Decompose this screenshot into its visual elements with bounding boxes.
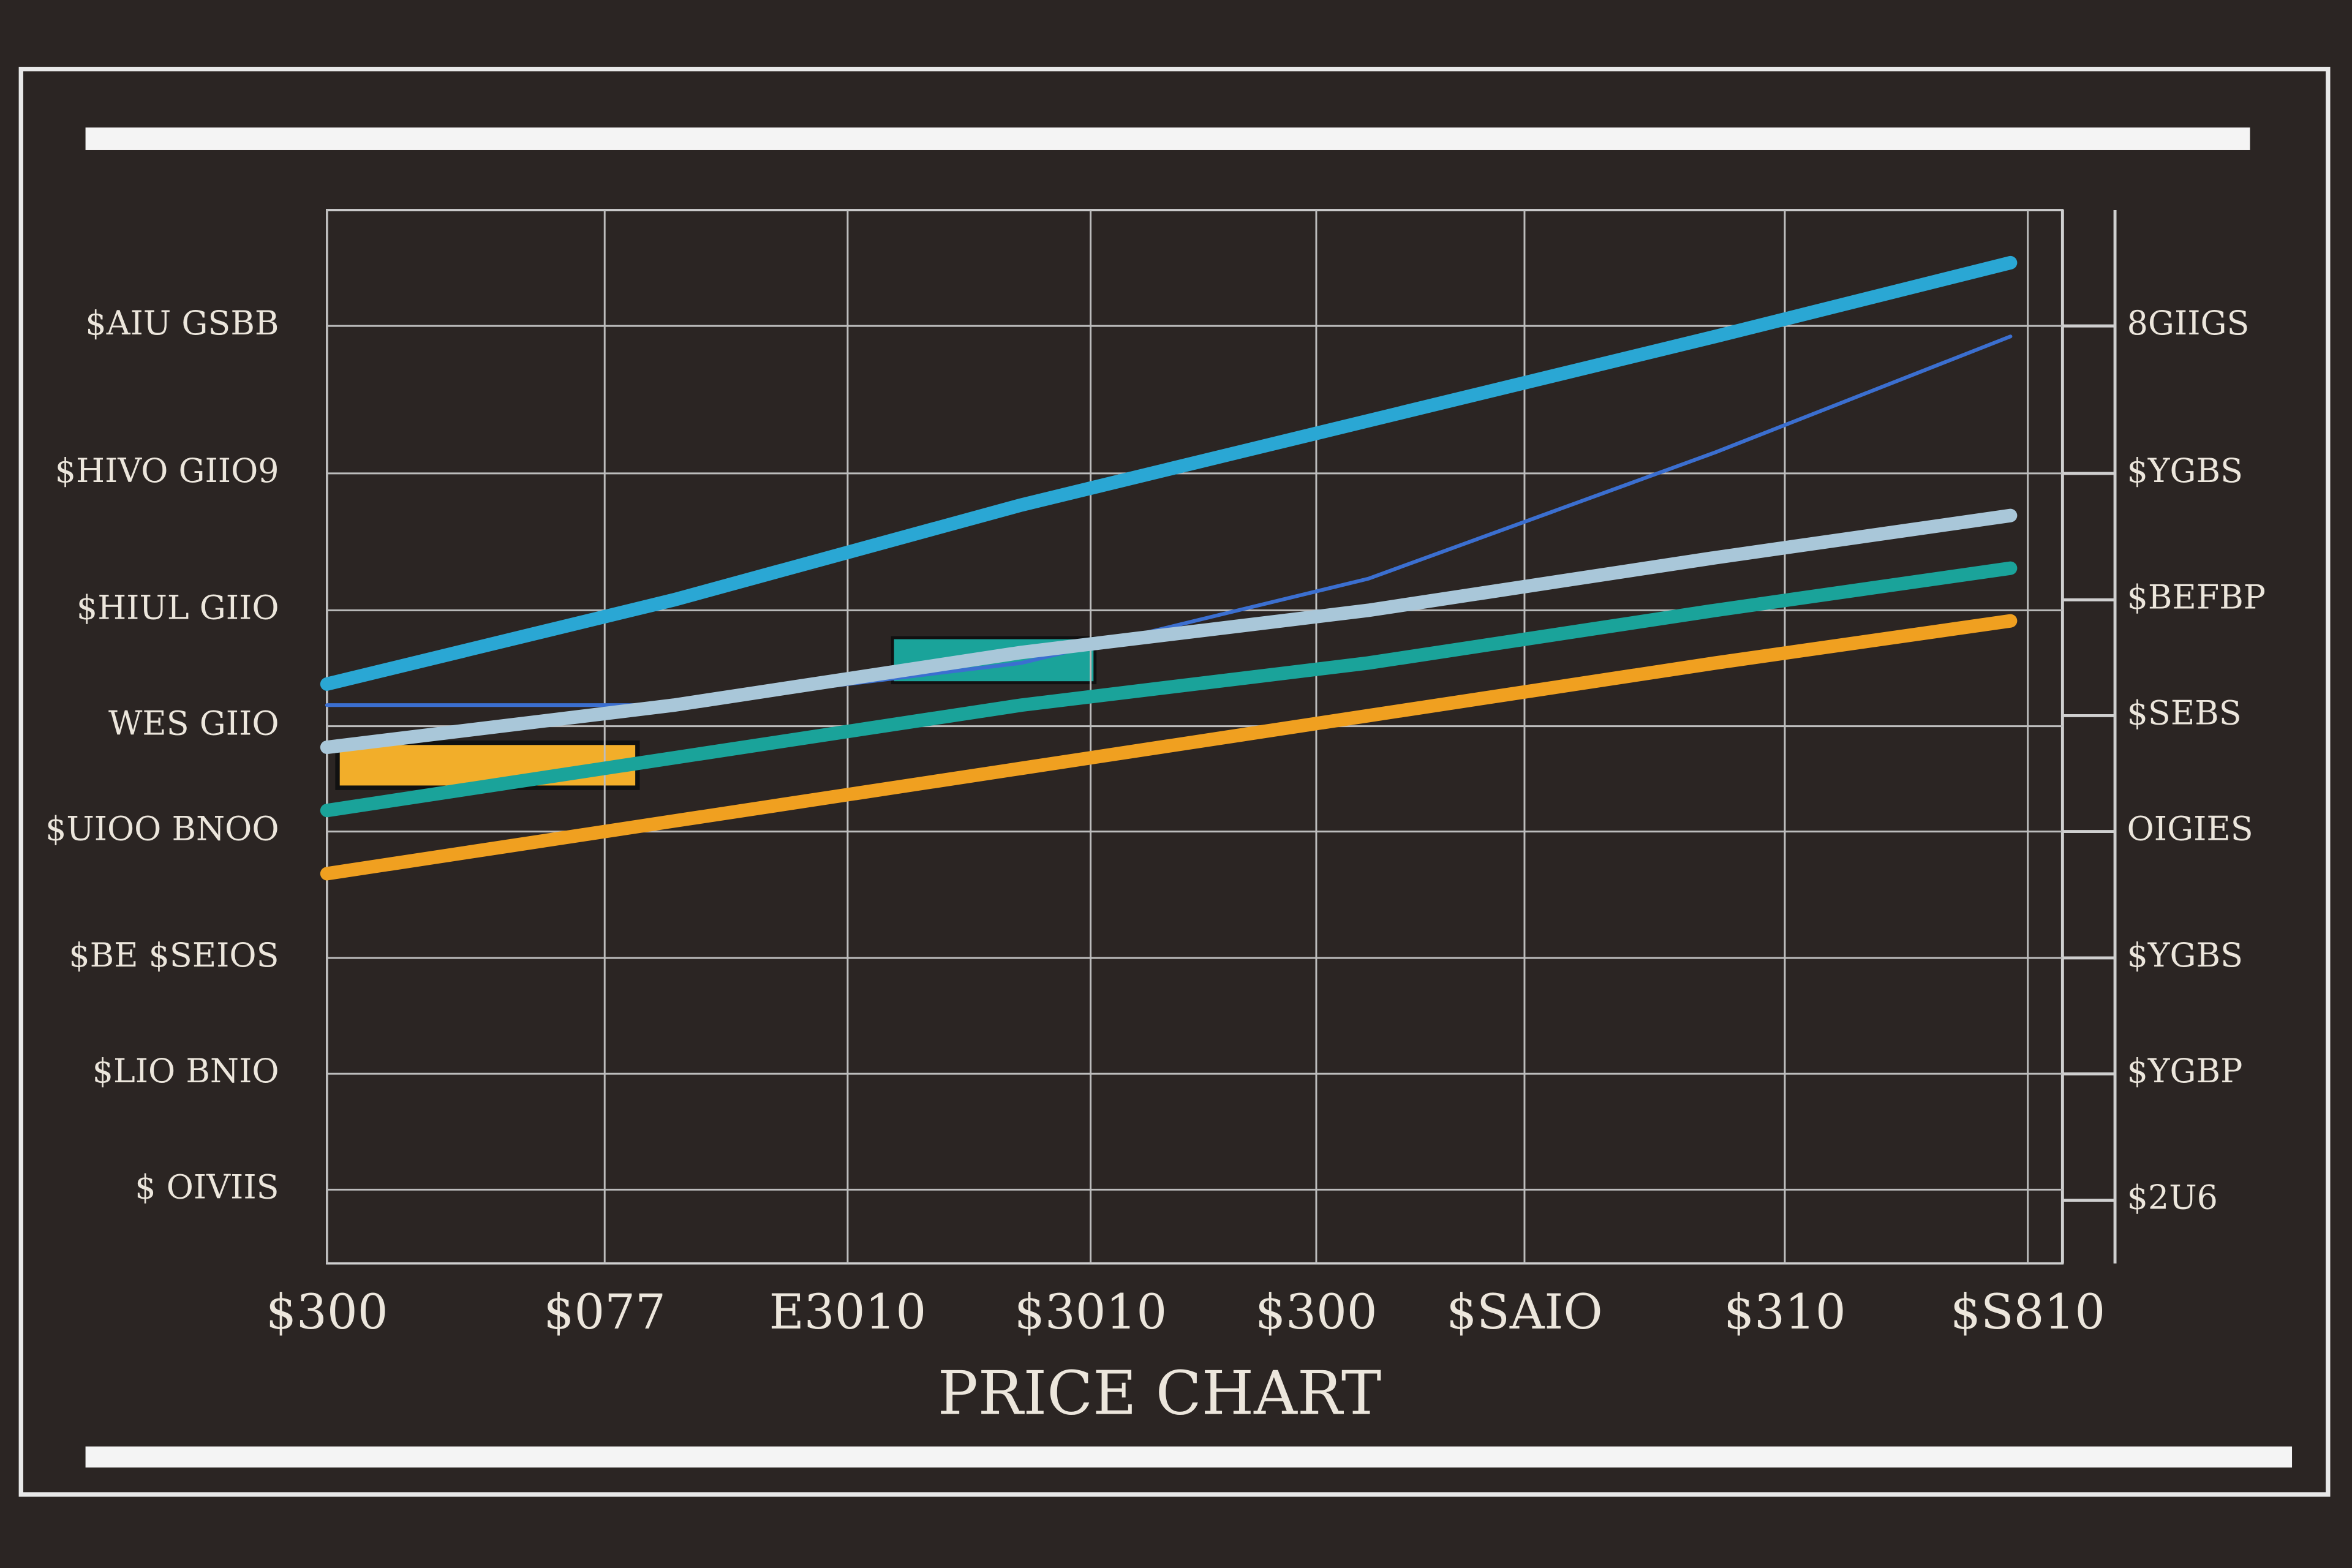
series-line: [320, 255, 2018, 691]
y-tick-label: $ OIVIIS: [135, 1167, 279, 1206]
y2-tick-label: $SEBS: [2127, 693, 2242, 732]
series-line: [320, 561, 2018, 818]
y-tick-label: $HIVO GIIO9: [55, 451, 279, 490]
frame: [18, 67, 2331, 1497]
y-tick-label: $AIU GSBB: [85, 304, 279, 342]
x-tick-label: $SAIO: [1446, 1284, 1602, 1340]
series-line: [320, 508, 2018, 755]
x-tick-label: $300: [266, 1284, 388, 1340]
y2-tick-label: 8GIIGS: [2127, 304, 2250, 342]
x-tick-label: $077: [544, 1284, 666, 1340]
y-tick-label: $UIOO BNOO: [45, 810, 279, 848]
y2-tick-label: OIGIES: [2127, 810, 2253, 848]
y2-tick-label: $2U6: [2127, 1178, 2218, 1217]
y-tick-label: WES GIIO: [108, 704, 279, 743]
x-tick-label: E3010: [769, 1284, 927, 1340]
y-tick-label: $LIO BNIO: [92, 1052, 279, 1090]
y2-tick-label: $BEFBP: [2127, 578, 2266, 616]
x-tick-label: $S810: [1950, 1284, 2105, 1340]
bottom-bar: [85, 1446, 2293, 1468]
x-tick-label: $300: [1255, 1284, 1377, 1340]
series-line: [325, 334, 2013, 707]
top-bar: [85, 127, 2250, 150]
y2-tick-label: $YGBP: [2127, 1052, 2243, 1090]
x-tick-label: $310: [1724, 1284, 1845, 1340]
y-tick-label: $BE $SEIOS: [69, 936, 279, 974]
y2-tick-label: $YGBS: [2127, 451, 2243, 490]
y2-tick-label: $YGBS: [2127, 936, 2243, 974]
x-tick-label: $3010: [1014, 1284, 1167, 1340]
x-axis-label: PRICE CHART: [938, 1359, 1381, 1429]
series-line: [320, 614, 2018, 881]
y-tick-label: $HIUL GIIO: [77, 588, 279, 627]
